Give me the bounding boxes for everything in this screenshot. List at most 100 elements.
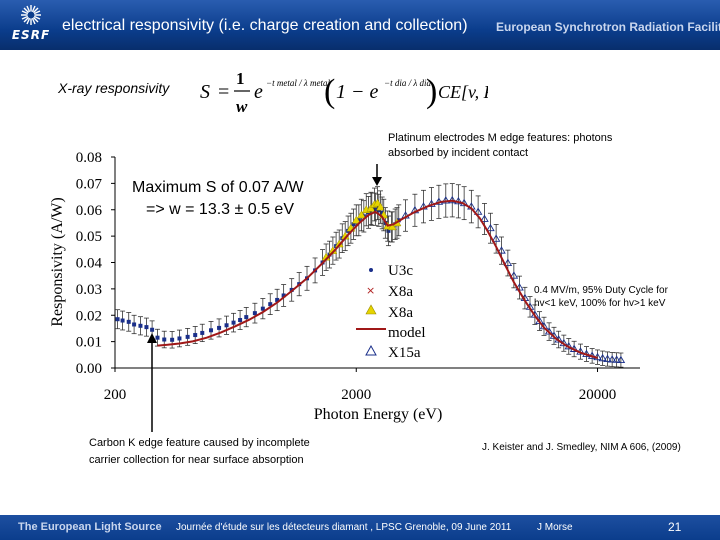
x15a-point [598, 353, 607, 362]
series-model [157, 199, 598, 359]
footer-conference: Journée d'étude sur les détecteurs diama… [176, 522, 512, 533]
u3c-point [144, 325, 149, 330]
x8a-point [387, 222, 397, 231]
legend-marker-x15a [365, 344, 377, 356]
sunburst-icon [21, 5, 41, 25]
x8a-point [366, 203, 376, 212]
legend-label-x15a: X15a [388, 345, 421, 361]
x15a-point [612, 355, 621, 363]
u3c-point [115, 317, 120, 322]
u3c-point [252, 311, 257, 316]
slide-title: electrical responsivity (i.e. charge cre… [62, 17, 468, 34]
formula-e1: e [254, 81, 263, 103]
u3c-point [244, 315, 249, 320]
svg-text:=: = [218, 81, 229, 103]
platinum-annotation: Platinum electrodes M edge features: pho… [388, 132, 613, 159]
formula-w: w [236, 97, 248, 116]
legend-label-model: model [388, 325, 426, 341]
x8a-point [376, 202, 385, 211]
footer-author: J Morse [537, 522, 573, 533]
u3c-point [150, 327, 155, 332]
esrf-logo: ESRF [8, 4, 54, 46]
u3c-point [351, 222, 356, 227]
formula-one-minus: 1 − e [336, 81, 378, 103]
formula-ce: CE[v, F] [438, 82, 488, 102]
y-tick-label: 0.04 [76, 256, 103, 272]
y-axis-label: Responsivity (A/W) [49, 197, 66, 326]
u3c-point [386, 228, 391, 233]
u3c-point [138, 323, 143, 328]
legend-marker-u3c [369, 268, 373, 272]
x15a-point [603, 354, 612, 362]
x-axis-label: Photon Energy (eV) [314, 406, 443, 423]
max-s-text: Maximum S of 0.07 A/W [132, 179, 305, 196]
y-tick-label: 0.01 [76, 335, 102, 351]
x8a-point [351, 215, 361, 224]
y-tick-label: 0.03 [76, 282, 102, 298]
platinum-arrow [372, 164, 382, 186]
formula-exp1: −t metal / λ metal [266, 78, 330, 88]
u3c-point [132, 322, 137, 327]
u3c-point [162, 337, 167, 342]
u3c-point [120, 318, 125, 323]
x15a-point [509, 271, 519, 279]
u3c-point [275, 297, 280, 302]
u3c-point [193, 333, 198, 338]
formula-paren-close: ) [426, 73, 437, 110]
x-tick-label: 200 [104, 387, 127, 403]
formula-paren-open: ( [324, 73, 335, 110]
series-x8a [321, 186, 402, 271]
responsivity-formula: S = 1 w e −t metal / λ metal ( 1 − e −t … [200, 69, 488, 116]
legend-label-x8a-1: X8a [388, 284, 413, 300]
u3c-point [224, 323, 229, 328]
u3c-point [155, 335, 160, 340]
carbon-arrow [147, 333, 157, 432]
facility-name: European Synchrotron Radiation Facility [496, 20, 720, 34]
u3c-point [231, 320, 236, 325]
slide-header: ESRF electrical responsivity (i.e. charg… [0, 0, 720, 50]
u3c-point [260, 306, 265, 311]
y-tick-label: 0.02 [76, 308, 102, 324]
y-tick-label: 0.06 [76, 203, 103, 219]
x-tick-label: 20000 [579, 387, 617, 403]
page-number: 21 [668, 520, 682, 534]
chart-legend: U3c × X8a X8a model X15a [356, 263, 426, 361]
u3c-point [126, 319, 131, 324]
condition-text-1: 0.4 MV/m, 95% Duty Cycle for [534, 285, 669, 296]
x15a-point [441, 196, 451, 204]
footer-light-source: The European Light Source [18, 521, 162, 533]
x15a-point [497, 246, 506, 254]
u3c-point [200, 330, 205, 335]
formula-exp2: −t dia / λ dia [384, 78, 431, 88]
x-tick-label: 2000 [341, 387, 371, 403]
u3c-point [356, 218, 361, 223]
u3c-point [185, 334, 190, 339]
x15a-point [480, 214, 489, 222]
carbon-annotation: Carbon K edge feature caused by incomple… [89, 437, 310, 466]
u3c-point [268, 302, 273, 307]
y-tick-label: 0.05 [76, 229, 102, 245]
condition-text-2: hv<1 keV, 100% for hv>1 keV [534, 298, 666, 309]
model-curve [157, 199, 598, 359]
logo-text: ESRF [11, 28, 51, 42]
y-tick-label: 0.00 [76, 361, 102, 377]
u3c-point [238, 317, 243, 322]
u3c-point [177, 336, 182, 341]
legend-marker-x8a-cross: × [366, 284, 375, 297]
legend-label-x8a-2: X8a [388, 305, 413, 321]
x15a-point [447, 195, 457, 204]
y-tick-label: 0.08 [76, 150, 102, 166]
legend-label-u3c: U3c [388, 263, 413, 279]
u3c-point [281, 293, 286, 298]
u3c-point [209, 328, 214, 333]
y-tick-label: 0.07 [76, 176, 103, 192]
x15a-point [486, 223, 495, 232]
formula-s: S [200, 81, 210, 103]
w-value-text: => w = 13.3 ± 0.5 eV [146, 201, 294, 218]
u3c-point [380, 210, 385, 215]
x15a-point [491, 234, 501, 242]
u3c-point [373, 207, 378, 212]
x15a-point [607, 355, 617, 363]
series-x15a [401, 183, 626, 368]
